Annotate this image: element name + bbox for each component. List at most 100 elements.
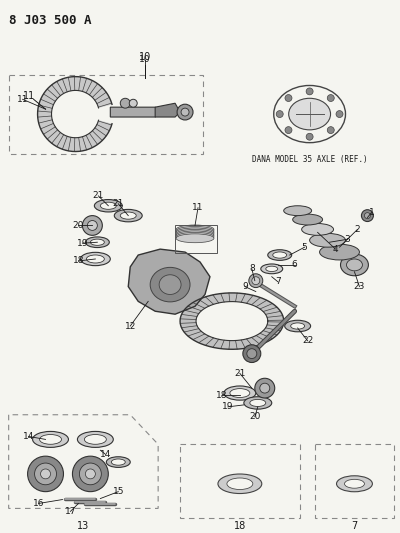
Polygon shape: [110, 107, 162, 117]
Circle shape: [72, 456, 108, 491]
Circle shape: [247, 349, 257, 359]
Text: 22: 22: [302, 336, 313, 345]
Circle shape: [285, 94, 292, 101]
Text: 3: 3: [345, 235, 350, 244]
Circle shape: [260, 383, 270, 393]
Bar: [315, 445, 394, 518]
Ellipse shape: [176, 225, 214, 234]
Circle shape: [306, 133, 313, 140]
Polygon shape: [128, 249, 210, 314]
Ellipse shape: [227, 478, 253, 489]
Ellipse shape: [176, 228, 214, 237]
Ellipse shape: [106, 457, 130, 467]
Ellipse shape: [244, 397, 272, 409]
Ellipse shape: [84, 434, 106, 445]
Circle shape: [129, 99, 137, 107]
Ellipse shape: [340, 254, 368, 276]
Ellipse shape: [218, 474, 262, 494]
Ellipse shape: [310, 233, 346, 247]
Text: 11: 11: [17, 95, 28, 104]
Circle shape: [82, 216, 102, 236]
Text: 1: 1: [368, 208, 374, 217]
Ellipse shape: [120, 212, 136, 219]
Text: 9: 9: [242, 282, 248, 291]
Ellipse shape: [261, 264, 283, 274]
Text: 23: 23: [354, 282, 365, 291]
Text: 14: 14: [100, 450, 111, 459]
Ellipse shape: [176, 229, 214, 238]
Circle shape: [362, 209, 373, 222]
Text: 15: 15: [112, 487, 124, 496]
Ellipse shape: [344, 479, 364, 488]
Ellipse shape: [302, 223, 334, 236]
Polygon shape: [180, 293, 284, 349]
Circle shape: [80, 463, 101, 484]
Circle shape: [40, 469, 50, 479]
Ellipse shape: [176, 227, 214, 236]
Text: 18: 18: [216, 391, 228, 400]
Circle shape: [120, 98, 130, 108]
Ellipse shape: [78, 431, 113, 447]
Circle shape: [181, 108, 189, 116]
Text: 8 J03 500 A: 8 J03 500 A: [9, 14, 91, 28]
Ellipse shape: [86, 255, 104, 263]
Ellipse shape: [111, 459, 125, 465]
Circle shape: [306, 88, 313, 95]
Text: 16: 16: [33, 499, 44, 508]
Text: 10: 10: [139, 52, 151, 62]
Circle shape: [34, 463, 56, 484]
Text: 17: 17: [65, 507, 76, 516]
Text: 19: 19: [222, 402, 234, 411]
Bar: [9, 75, 203, 154]
Text: 21: 21: [112, 199, 124, 208]
Circle shape: [177, 104, 193, 120]
Ellipse shape: [250, 399, 266, 407]
Circle shape: [85, 469, 95, 479]
Text: 11: 11: [192, 203, 204, 212]
Ellipse shape: [320, 244, 360, 260]
Ellipse shape: [176, 231, 214, 240]
Text: 18: 18: [73, 256, 84, 265]
Text: 5: 5: [302, 243, 308, 252]
Ellipse shape: [293, 214, 322, 225]
Circle shape: [252, 277, 260, 285]
Text: 20: 20: [249, 412, 260, 421]
Circle shape: [327, 127, 334, 134]
Ellipse shape: [285, 320, 311, 332]
Text: 7: 7: [275, 277, 281, 286]
Text: 4: 4: [333, 245, 338, 254]
Text: 2: 2: [355, 225, 360, 234]
Ellipse shape: [230, 389, 250, 398]
Circle shape: [364, 213, 370, 219]
Ellipse shape: [32, 431, 68, 447]
Text: 8: 8: [249, 264, 255, 273]
Ellipse shape: [40, 434, 62, 445]
Circle shape: [87, 221, 97, 230]
Ellipse shape: [94, 199, 122, 212]
Ellipse shape: [268, 250, 292, 260]
Text: 6: 6: [292, 261, 298, 269]
Ellipse shape: [176, 232, 214, 241]
Text: 10: 10: [140, 55, 151, 64]
Ellipse shape: [80, 252, 110, 265]
Text: 11: 11: [23, 91, 35, 101]
Ellipse shape: [150, 268, 190, 302]
Ellipse shape: [274, 85, 346, 143]
Ellipse shape: [284, 206, 312, 216]
Circle shape: [285, 127, 292, 134]
Ellipse shape: [346, 259, 362, 271]
Text: DANA MODEL 35 AXLE (REF.): DANA MODEL 35 AXLE (REF.): [252, 156, 368, 165]
Circle shape: [255, 378, 275, 398]
Ellipse shape: [85, 237, 109, 247]
Text: 7: 7: [351, 521, 358, 531]
Text: 18: 18: [234, 521, 246, 531]
Ellipse shape: [291, 323, 305, 329]
Text: 21: 21: [93, 191, 104, 200]
Text: 20: 20: [73, 221, 84, 230]
Circle shape: [336, 111, 343, 117]
Ellipse shape: [90, 239, 104, 245]
Ellipse shape: [336, 476, 372, 492]
Text: 13: 13: [77, 521, 90, 531]
Ellipse shape: [159, 275, 181, 294]
Circle shape: [28, 456, 64, 491]
